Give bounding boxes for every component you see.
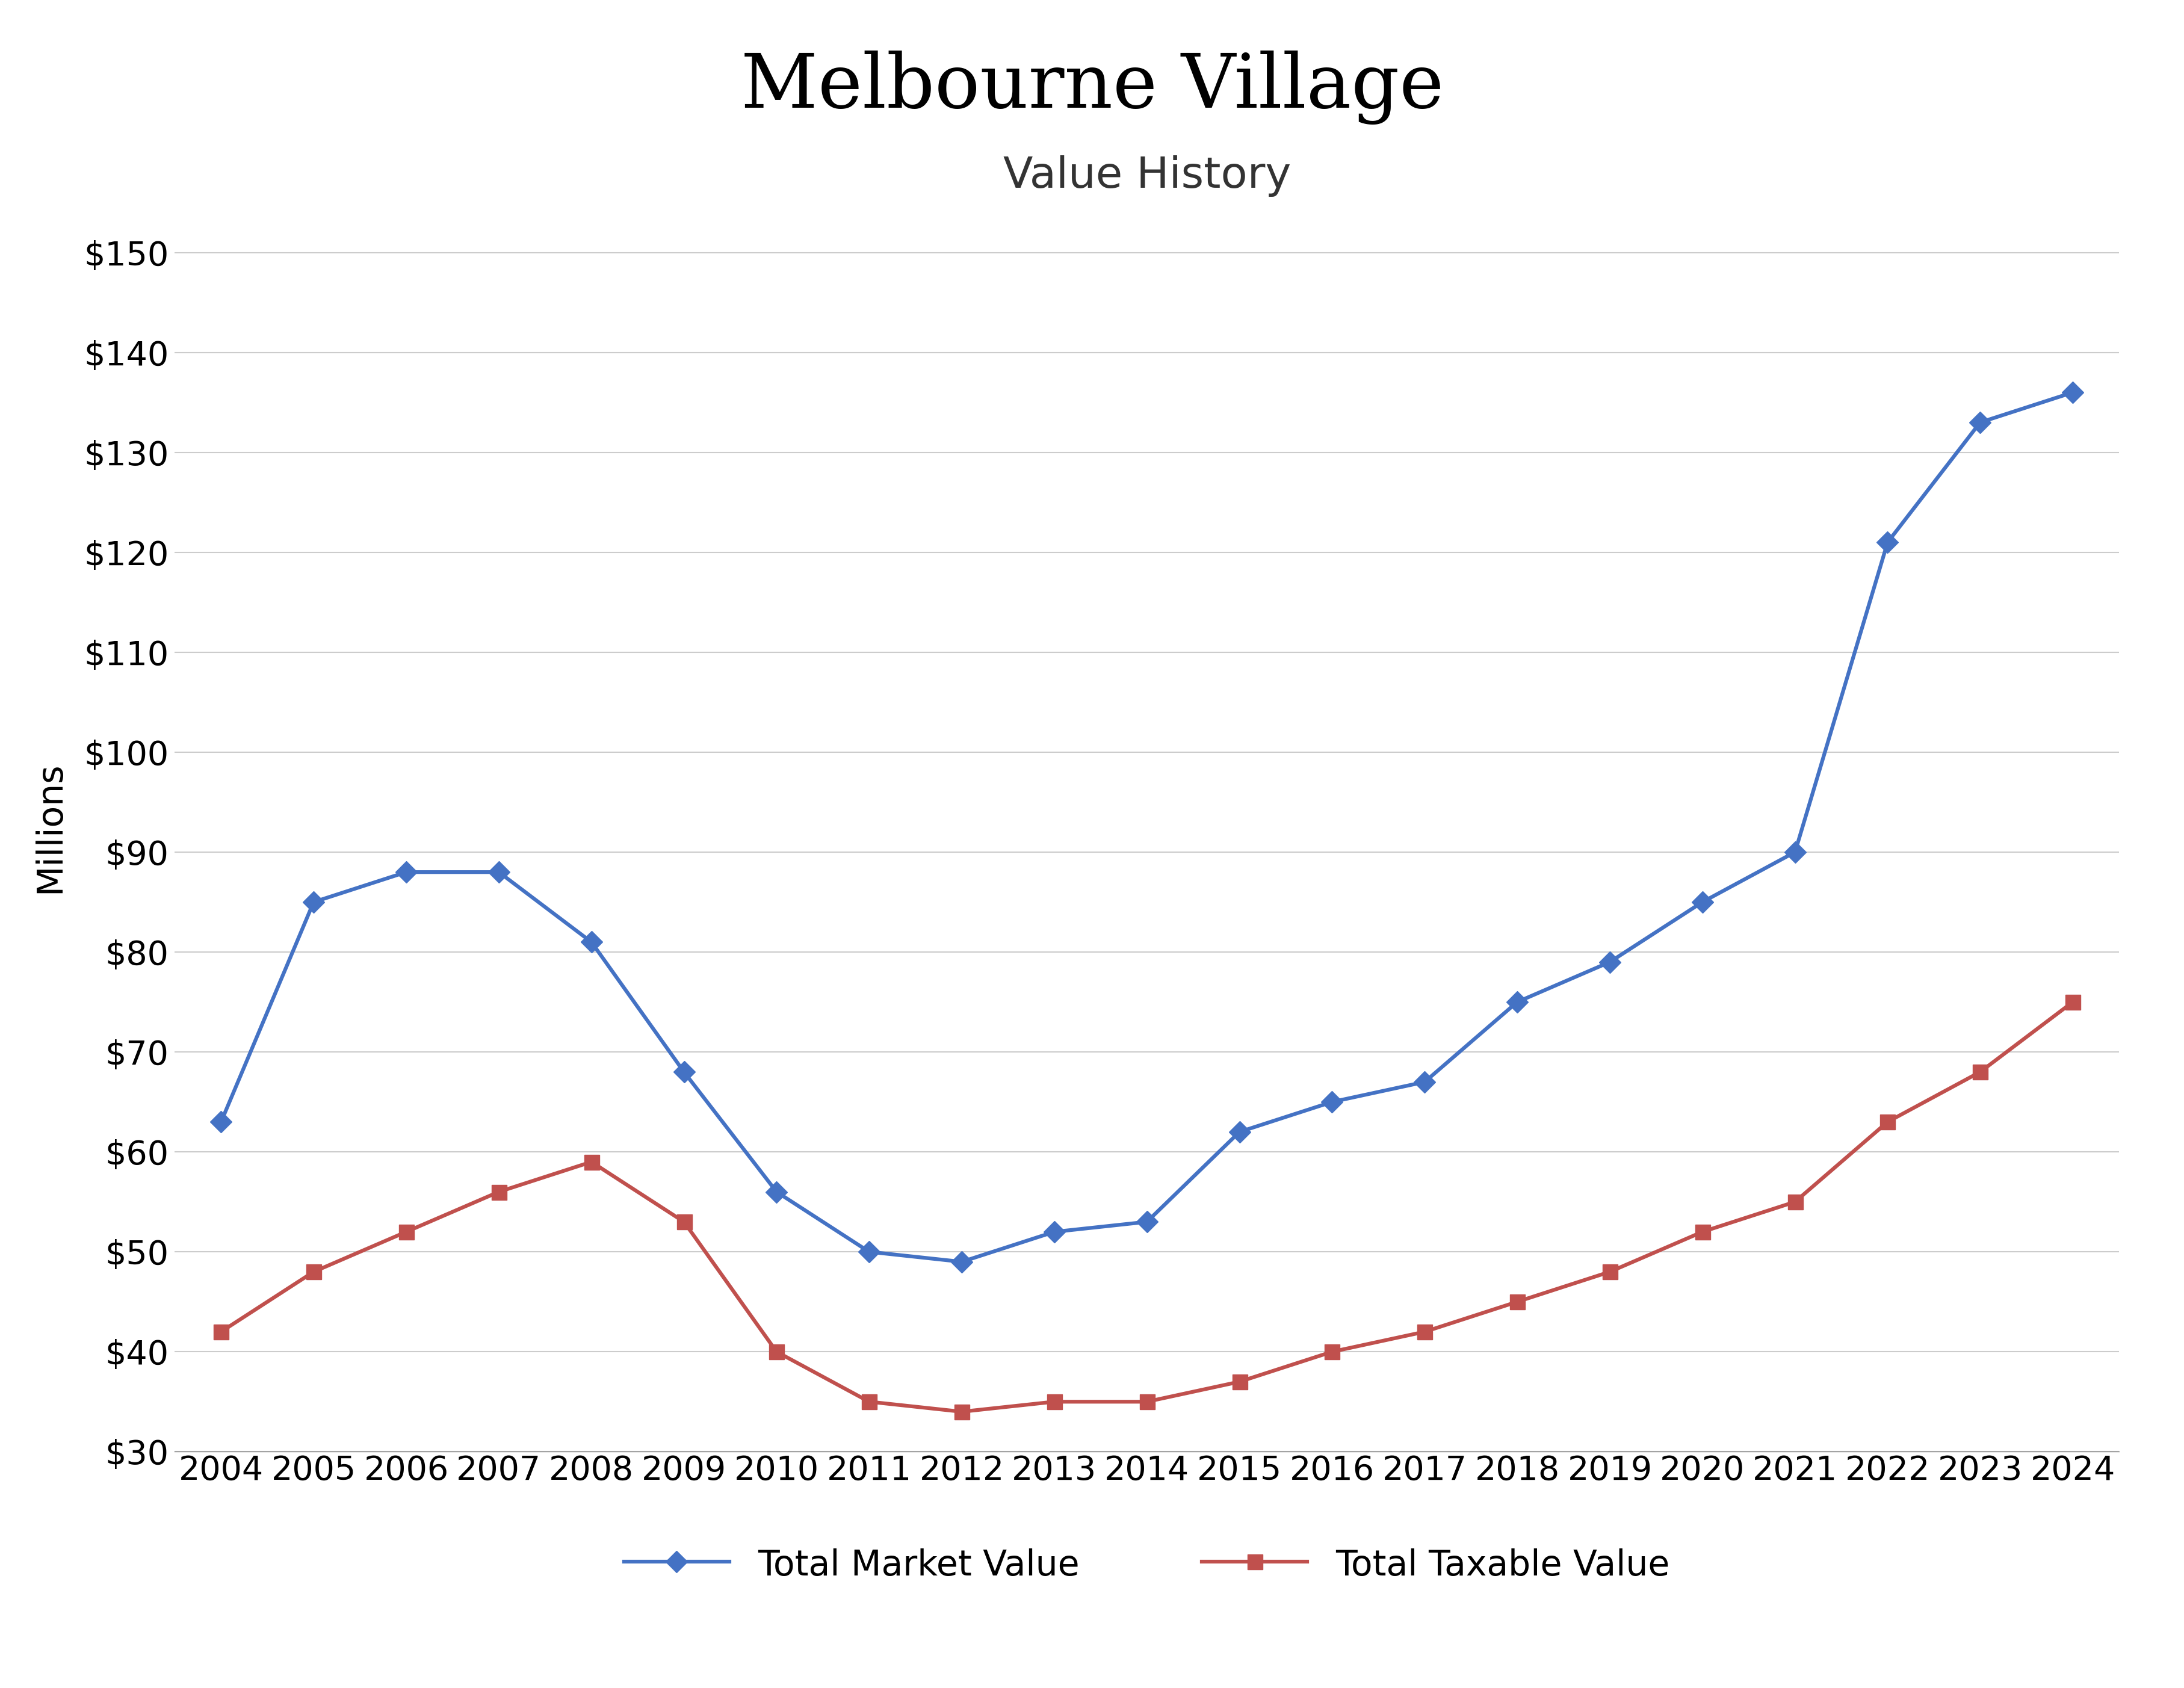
Total Taxable Value <box>856 1391 882 1411</box>
Total Market Value <box>1874 532 1900 552</box>
Total Market Value <box>207 1112 234 1133</box>
Total Market Value <box>1688 891 1714 912</box>
Total Market Value <box>301 891 328 912</box>
Total Taxable Value <box>301 1261 328 1281</box>
Title: Value History: Value History <box>1002 155 1291 196</box>
Total Taxable Value <box>670 1212 697 1232</box>
Total Taxable Value <box>485 1182 511 1202</box>
Total Market Value <box>1782 842 1808 863</box>
Total Taxable Value <box>1225 1372 1251 1393</box>
Y-axis label: Millions: Millions <box>33 761 68 893</box>
Total Market Value <box>1966 412 1992 432</box>
Total Taxable Value <box>2060 993 2086 1013</box>
Total Taxable Value <box>207 1322 234 1342</box>
Line: Total Market Value: Total Market Value <box>214 385 2079 1269</box>
Total Market Value <box>1505 993 1531 1013</box>
Total Market Value <box>1133 1212 1160 1232</box>
Total Market Value <box>485 863 511 883</box>
Total Taxable Value <box>1966 1062 1992 1082</box>
Total Taxable Value <box>762 1342 788 1362</box>
Total Market Value <box>1597 952 1623 972</box>
Total Taxable Value <box>1782 1192 1808 1212</box>
Total Market Value <box>1319 1092 1345 1112</box>
Total Market Value <box>579 932 605 952</box>
Total Market Value <box>2060 381 2086 402</box>
Text: Melbourne Village: Melbourne Village <box>740 51 1444 125</box>
Total Market Value <box>856 1242 882 1263</box>
Total Market Value <box>1042 1222 1068 1242</box>
Total Market Value <box>762 1182 788 1202</box>
Total Taxable Value <box>1133 1391 1160 1411</box>
Total Market Value <box>393 863 419 883</box>
Total Taxable Value <box>1874 1112 1900 1133</box>
Total Taxable Value <box>948 1401 974 1421</box>
Total Taxable Value <box>1042 1391 1068 1411</box>
Total Taxable Value <box>579 1151 605 1171</box>
Total Taxable Value <box>1597 1261 1623 1281</box>
Total Taxable Value <box>1411 1322 1437 1342</box>
Total Market Value <box>948 1252 974 1273</box>
Total Market Value <box>670 1062 697 1082</box>
Line: Total Taxable Value: Total Taxable Value <box>214 994 2079 1420</box>
Legend: Total Market Value, Total Taxable Value: Total Market Value, Total Taxable Value <box>609 1533 1684 1597</box>
Total Taxable Value <box>1505 1291 1531 1312</box>
Total Market Value <box>1225 1123 1251 1143</box>
Total Market Value <box>1411 1072 1437 1092</box>
Total Taxable Value <box>1319 1342 1345 1362</box>
Total Taxable Value <box>1688 1222 1714 1242</box>
Total Taxable Value <box>393 1222 419 1242</box>
